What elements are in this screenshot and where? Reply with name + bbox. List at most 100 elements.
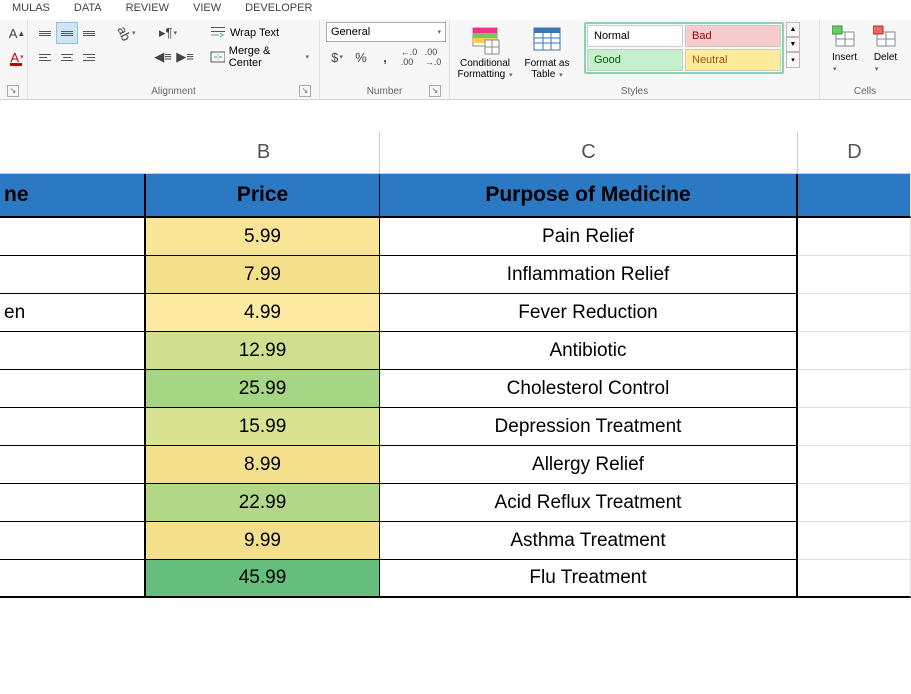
header-d[interactable] [798, 174, 911, 218]
cell-price[interactable]: 8.99 [146, 446, 380, 484]
conditional-formatting-button[interactable]: ConditionalFormatting ▾ [456, 22, 514, 82]
font-dialog-launcher[interactable]: ↘ [7, 85, 19, 97]
accounting-format-button[interactable]: $▾ [326, 46, 348, 68]
delete-cells-button[interactable]: Delet▾ [867, 22, 904, 76]
decrease-decimal-button[interactable]: .00→.0 [422, 46, 444, 68]
cell-purpose[interactable]: Cholesterol Control [380, 370, 798, 408]
cell-styles-gallery: Normal Bad Good Neutral [584, 22, 784, 74]
table-row: 22.99Acid Reflux Treatment [0, 484, 911, 522]
cell-name[interactable] [0, 408, 146, 446]
cell-style-good[interactable]: Good [587, 49, 683, 71]
styles-scroll-down[interactable]: ▼ [786, 37, 800, 52]
insert-cells-button[interactable]: Insert▾ [826, 22, 863, 76]
increase-indent-button[interactable]: ▶≡ [174, 46, 196, 68]
tab-view[interactable]: VIEW [181, 0, 233, 20]
cell-empty[interactable] [798, 370, 911, 408]
number-format-value: General [331, 26, 370, 38]
cell-name[interactable] [0, 370, 146, 408]
table-row: 9.99Asthma Treatment [0, 522, 911, 560]
comma-format-button[interactable]: , [374, 46, 396, 68]
tab-formulas[interactable]: MULAS [0, 0, 62, 20]
cell-purpose[interactable]: Pain Relief [380, 218, 798, 256]
wrap-text-icon [210, 25, 226, 41]
cell-style-bad[interactable]: Bad [685, 25, 781, 47]
text-direction-button[interactable]: ▸¶▾ [152, 22, 184, 44]
cell-style-neutral[interactable]: Neutral [685, 49, 781, 71]
col-header-D[interactable]: D [798, 132, 911, 173]
number-format-dropdown[interactable]: General ▾ [326, 22, 446, 42]
cell-name[interactable]: en [0, 294, 146, 332]
cell-price[interactable]: 5.99 [146, 218, 380, 256]
col-header-C[interactable]: C [380, 132, 798, 173]
cell-purpose[interactable]: Antibiotic [380, 332, 798, 370]
styles-scroll-up[interactable]: ▲ [786, 22, 800, 37]
cell-name[interactable] [0, 522, 146, 560]
cell-empty[interactable] [798, 294, 911, 332]
cell-purpose[interactable]: Fever Reduction [380, 294, 798, 332]
cells-group: Insert▾ Delet▾ Cells [820, 20, 910, 99]
tab-review[interactable]: REVIEW [114, 0, 181, 20]
wrap-text-label: Wrap Text [230, 27, 279, 39]
orientation-button[interactable]: ab▾ [110, 22, 142, 44]
cell-price[interactable]: 22.99 [146, 484, 380, 522]
cell-name[interactable] [0, 484, 146, 522]
col-header-B[interactable]: B [148, 132, 380, 173]
cell-purpose[interactable]: Asthma Treatment [380, 522, 798, 560]
alignment-group: ab▾ ▸¶▾ ◀≡ ▶≡ Wrap Text Merge & Center ▾ [28, 20, 320, 99]
table-row: 8.99Allergy Relief [0, 446, 911, 484]
styles-expand[interactable]: ▾ [786, 52, 800, 68]
wrap-text-button[interactable]: Wrap Text [206, 22, 313, 44]
cell-name[interactable] [0, 446, 146, 484]
cell-name[interactable] [0, 256, 146, 294]
increase-decimal-button[interactable]: ←.0.00 [398, 46, 420, 68]
cell-purpose[interactable]: Depression Treatment [380, 408, 798, 446]
cell-name[interactable] [0, 332, 146, 370]
cell-empty[interactable] [798, 446, 911, 484]
cell-empty[interactable] [798, 522, 911, 560]
format-as-table-button[interactable]: Format asTable ▾ [518, 22, 576, 82]
cell-purpose[interactable]: Flu Treatment [380, 560, 798, 598]
cell-style-normal[interactable]: Normal [587, 25, 683, 47]
decrease-indent-button[interactable]: ◀≡ [152, 46, 174, 68]
cell-empty[interactable] [798, 560, 911, 598]
header-price[interactable]: Price [146, 174, 380, 218]
increase-font-button[interactable]: A▲ [6, 22, 28, 44]
header-a[interactable]: ne [0, 174, 146, 218]
table-row: 5.99Pain Relief [0, 218, 911, 256]
align-bottom-button[interactable] [78, 22, 100, 44]
alignment-dialog-launcher[interactable]: ↘ [299, 85, 311, 97]
align-right-button[interactable] [78, 46, 100, 68]
cell-empty[interactable] [798, 332, 911, 370]
cell-price[interactable]: 7.99 [146, 256, 380, 294]
insert-icon [832, 24, 858, 50]
number-label: Number [367, 86, 403, 97]
cell-purpose[interactable]: Inflammation Relief [380, 256, 798, 294]
cell-price[interactable]: 25.99 [146, 370, 380, 408]
cell-empty[interactable] [798, 484, 911, 522]
tab-data[interactable]: DATA [62, 0, 114, 20]
font-color-button[interactable]: A▾ [6, 46, 28, 68]
cell-price[interactable]: 15.99 [146, 408, 380, 446]
cell-empty[interactable] [798, 408, 911, 446]
align-top-button[interactable] [34, 22, 56, 44]
cell-price[interactable]: 45.99 [146, 560, 380, 598]
cell-price[interactable]: 4.99 [146, 294, 380, 332]
percent-format-button[interactable]: % [350, 46, 372, 68]
cell-name[interactable] [0, 218, 146, 256]
delete-icon [873, 24, 899, 50]
cell-purpose[interactable]: Acid Reflux Treatment [380, 484, 798, 522]
align-center-button[interactable] [56, 46, 78, 68]
align-middle-button[interactable] [56, 22, 78, 44]
align-left-button[interactable] [34, 46, 56, 68]
cell-empty[interactable] [798, 256, 911, 294]
cell-purpose[interactable]: Allergy Relief [380, 446, 798, 484]
cell-name[interactable] [0, 560, 146, 598]
header-purpose[interactable]: Purpose of Medicine [380, 174, 798, 218]
cell-price[interactable]: 9.99 [146, 522, 380, 560]
merge-center-button[interactable]: Merge & Center ▾ [206, 46, 313, 68]
number-dialog-launcher[interactable]: ↘ [429, 85, 441, 97]
cell-empty[interactable] [798, 218, 911, 256]
cell-price[interactable]: 12.99 [146, 332, 380, 370]
tab-developer[interactable]: DEVELOPER [233, 0, 324, 20]
conditional-formatting-icon [469, 24, 501, 56]
